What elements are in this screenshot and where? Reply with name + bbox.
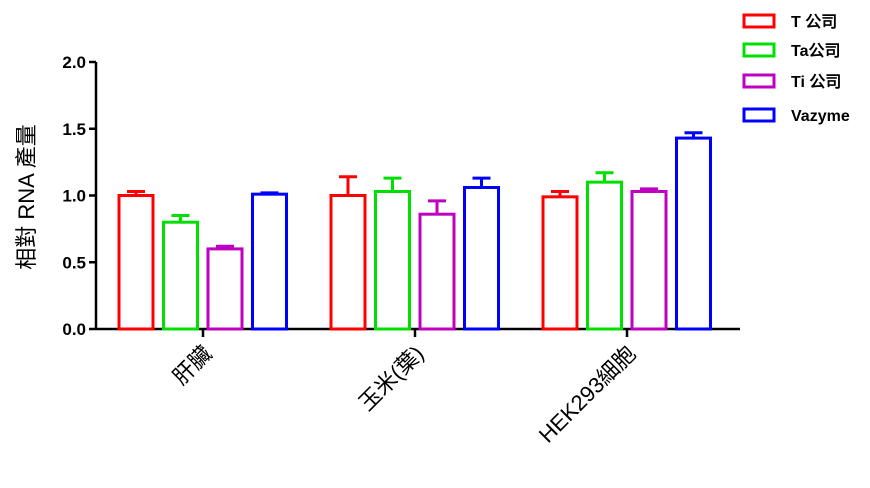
bars xyxy=(117,131,712,331)
legend-swatch xyxy=(742,13,776,29)
bar xyxy=(162,220,199,331)
legend-swatch xyxy=(742,42,776,58)
legend-label: Ti 公司 xyxy=(791,73,841,91)
legend-label: Ta公司 xyxy=(791,42,841,60)
y-tick-label: 0.5 xyxy=(62,253,86,272)
y-axis-title-group: 相對 RNA 產量 xyxy=(14,124,39,269)
bar xyxy=(117,194,155,331)
category-label: HEK293細胞 xyxy=(534,341,641,448)
y-axis-title: 相對 RNA 產量 xyxy=(14,124,39,269)
bar xyxy=(630,189,668,331)
legend-label: Vazyme xyxy=(791,108,850,125)
category-label: 玉米(葉) xyxy=(354,341,429,416)
category-labels: 肝臟 玉米(葉) HEK293細胞 xyxy=(168,329,641,448)
y-tick-label: 0.0 xyxy=(62,320,86,339)
y-tick-label: 1.5 xyxy=(62,120,86,139)
legend: T 公司 Ta公司 Ti 公司 Vazyme xyxy=(742,13,850,125)
legend-label: T 公司 xyxy=(791,13,837,31)
bar xyxy=(541,195,579,331)
bar xyxy=(675,136,712,331)
y-tick-label: 1.0 xyxy=(62,187,86,206)
bar xyxy=(586,180,623,331)
legend-swatch xyxy=(742,73,776,89)
bar xyxy=(206,247,244,331)
y-ticks: 0.0 0.5 1.0 1.5 2.0 xyxy=(62,53,96,339)
bar xyxy=(418,212,456,331)
bar xyxy=(374,189,411,331)
y-tick-label: 2.0 xyxy=(62,53,86,72)
axes xyxy=(94,62,740,331)
bar xyxy=(463,185,500,331)
category-label: 肝臟 xyxy=(168,341,217,390)
bar xyxy=(329,194,367,331)
bar xyxy=(251,192,288,331)
legend-swatch xyxy=(742,107,776,123)
